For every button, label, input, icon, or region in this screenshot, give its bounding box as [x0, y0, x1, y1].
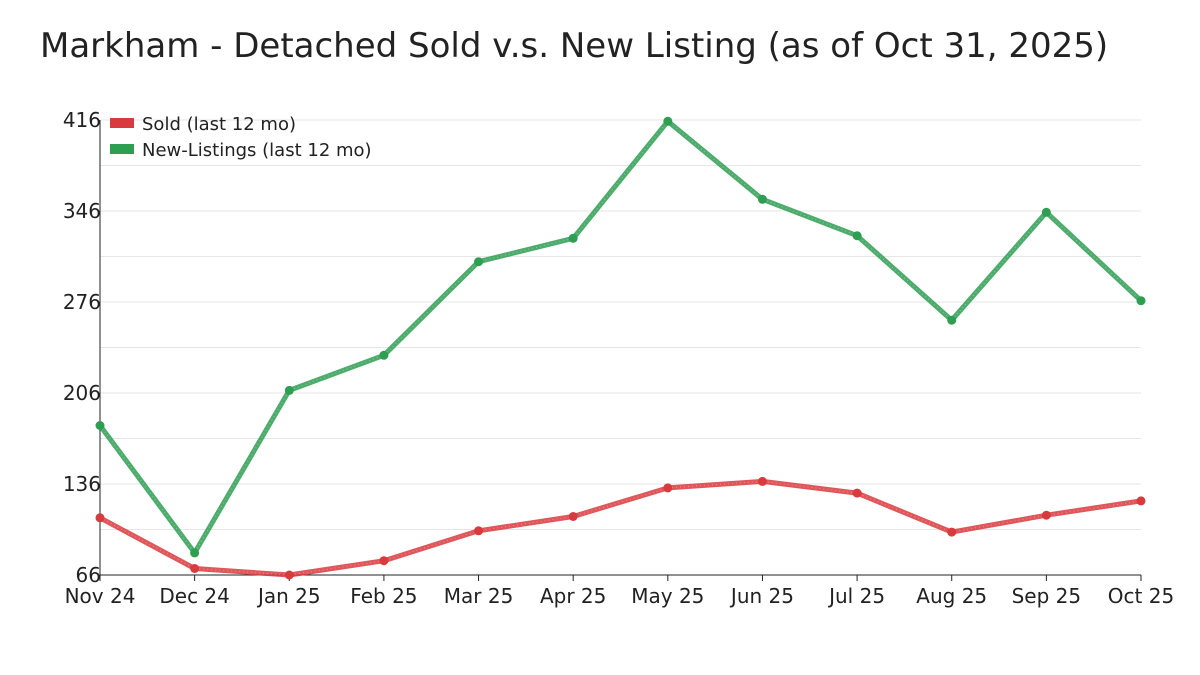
- sold-point: [1136, 496, 1146, 506]
- new-listings-point: [1041, 207, 1051, 217]
- y-tick-label: 66: [76, 563, 101, 587]
- new-listings-legend-swatch: [110, 144, 134, 154]
- x-tick-label: May 25: [631, 584, 704, 608]
- x-tick-label: Jan 25: [256, 584, 321, 608]
- chart-title: Markham - Detached Sold v.s. New Listing…: [40, 26, 1109, 66]
- new-listings-point: [663, 116, 673, 126]
- new-listings-point: [190, 548, 200, 558]
- y-tick-label: 136: [63, 472, 101, 496]
- sold-point: [95, 513, 105, 523]
- new-listings-point: [1136, 296, 1146, 306]
- x-tick-label: Oct 25: [1108, 584, 1174, 608]
- new-listings-point: [947, 315, 957, 325]
- new-listings-point: [757, 194, 767, 204]
- sold-point: [190, 564, 200, 573]
- x-tick-label: Aug 25: [916, 584, 987, 608]
- x-tick-label: Nov 24: [65, 584, 136, 608]
- sold-legend-label: Sold (last 12 mo): [142, 114, 296, 135]
- y-tick-label: 346: [63, 199, 101, 223]
- sold-point: [663, 483, 673, 493]
- x-tick-label: Jul 25: [827, 584, 885, 608]
- sold-series-line: [97, 478, 1144, 578]
- sold-point: [284, 570, 294, 580]
- new-listings-point: [379, 350, 389, 360]
- new-listings-legend-label: New-Listings (last 12 mo): [142, 140, 372, 161]
- sold-point: [379, 556, 389, 566]
- y-tick-label: 206: [63, 381, 101, 405]
- axis-layer: 66 136 206 276 346 416 Nov 24 Dec 24 Jan 25 Feb 2…: [63, 108, 1174, 608]
- x-tick-label: Dec 24: [159, 584, 230, 608]
- sold-point: [568, 512, 578, 521]
- sold-point: [474, 526, 484, 536]
- grid-layer: [100, 119, 1141, 530]
- x-tick-label: Apr 25: [540, 584, 606, 608]
- x-tick-label: Jun 25: [729, 584, 794, 608]
- y-tick-label: 276: [63, 290, 101, 314]
- legend: Sold (last 12 mo) New-Listings (last 12 m…: [110, 114, 372, 161]
- new-listings-point: [852, 231, 862, 241]
- sold-point: [1041, 510, 1051, 520]
- new-listings-point: [284, 385, 294, 395]
- sold-point: [757, 476, 767, 486]
- series-layer: [95, 116, 1146, 580]
- new-listings-point: [474, 257, 484, 267]
- new-listings-series-line-texture: [99, 120, 1142, 554]
- new-listings-point: [95, 421, 105, 430]
- x-tick-label: Feb 25: [350, 584, 417, 608]
- x-tick-label: Mar 25: [444, 584, 514, 608]
- new-listings-series-line: [97, 118, 1144, 556]
- new-listings-point: [568, 233, 578, 243]
- x-tick-label: Sep 25: [1012, 584, 1082, 608]
- sold-series-line-texture: [99, 480, 1142, 576]
- sold-point: [852, 488, 862, 498]
- sold-point: [947, 527, 957, 537]
- sold-legend-swatch: [110, 118, 134, 128]
- y-tick-label: 416: [63, 108, 101, 132]
